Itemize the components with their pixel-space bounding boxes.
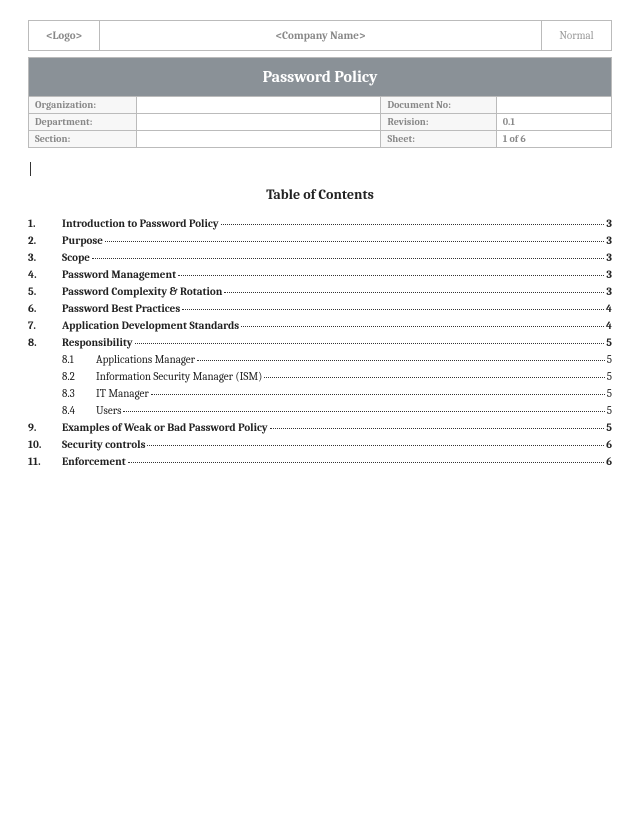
toc-leader (182, 309, 604, 310)
toc-number: 4. (28, 268, 62, 281)
toc-text: Security controls (62, 438, 145, 451)
toc-number: 8.4 (62, 404, 96, 417)
meta-row: Department: Revision:0.1 (29, 114, 612, 131)
toc-leader (270, 428, 605, 429)
toc-text: Application Development Standards (62, 319, 239, 332)
toc-entry: 9.Examples of Weak or Bad Password Polic… (28, 421, 612, 434)
meta-label: Revision: (381, 114, 496, 131)
toc-leader (221, 224, 605, 225)
toc-page: 3 (606, 285, 612, 298)
toc-leader (241, 326, 604, 327)
toc-leader (178, 275, 604, 276)
toc-text: Introduction to Password Policy (62, 217, 219, 230)
toc-subentry: 8.4Users 5 (28, 404, 612, 417)
meta-value (137, 97, 381, 114)
toc-entry: 6.Password Best Practices 4 (28, 302, 612, 315)
toc-page: 5 (607, 404, 612, 417)
toc-leader (197, 360, 605, 361)
meta-row: Section: Sheet:1 of 6 (29, 131, 612, 148)
toc-leader (123, 411, 604, 412)
toc-page: 6 (606, 438, 612, 451)
toc-page: 5 (606, 336, 612, 349)
toc-page: 4 (606, 319, 612, 332)
toc-page: 3 (606, 234, 612, 247)
toc-number: 1. (28, 217, 62, 230)
toc-number: 5. (28, 285, 62, 298)
meta-row: Organization: Document No: (29, 97, 612, 114)
toc-number: 3. (28, 251, 62, 264)
toc-entry: 1.Introduction to Password Policy 3 (28, 217, 612, 230)
toc-text: Password Best Practices (62, 302, 180, 315)
toc-leader (135, 343, 605, 344)
toc-entry: 2.Purpose 3 (28, 234, 612, 247)
toc-text: Users (96, 404, 121, 417)
toc-number: 8.1 (62, 353, 96, 366)
toc-text: Purpose (62, 234, 103, 247)
toc-leader (105, 241, 605, 242)
toc-text: Password Management (62, 268, 176, 281)
toc-entry: 4.Password Management 3 (28, 268, 612, 281)
text-cursor (30, 162, 31, 176)
toc-number: 11. (28, 455, 62, 468)
toc-subentry: 8.1Applications Manager 5 (28, 353, 612, 366)
toc-entry: 5.Password Complexity & Rotation 3 (28, 285, 612, 298)
doc-header: <Logo> <Company Name> Normal (28, 20, 612, 51)
toc-text: Information Security Manager (ISM) (96, 370, 262, 383)
meta-value (137, 131, 381, 148)
meta-value: 0.1 (496, 114, 611, 131)
toc-page: 4 (606, 302, 612, 315)
meta-label: Sheet: (381, 131, 496, 148)
toc-text: Enforcement (62, 455, 126, 468)
doc-meta-table: Organization: Document No: Department: Revi… (28, 96, 612, 148)
table-of-contents: 1.Introduction to Password Policy 32.Pur… (28, 217, 612, 468)
toc-leader (264, 377, 604, 378)
toc-text: Scope (62, 251, 90, 264)
meta-value (137, 114, 381, 131)
toc-page: 3 (606, 251, 612, 264)
toc-page: 5 (606, 421, 612, 434)
toc-subentry: 8.2Information Security Manager (ISM) 5 (28, 370, 612, 383)
toc-leader (147, 445, 604, 446)
toc-number: 6. (28, 302, 62, 315)
doc-title: Password Policy (28, 57, 612, 96)
toc-text: Password Complexity & Rotation (62, 285, 222, 298)
meta-label: Section: (29, 131, 137, 148)
toc-number: 7. (28, 319, 62, 332)
toc-page: 5 (607, 353, 612, 366)
toc-leader (224, 292, 604, 293)
doc-mode: Normal (541, 21, 611, 50)
toc-leader (128, 462, 604, 463)
toc-text: IT Manager (96, 387, 149, 400)
meta-label: Document No: (381, 97, 496, 114)
meta-value (496, 97, 611, 114)
toc-entry: 3.Scope 3 (28, 251, 612, 264)
toc-entry: 7.Application Development Standards 4 (28, 319, 612, 332)
toc-text: Responsibility (62, 336, 133, 349)
meta-value: 1 of 6 (496, 131, 611, 148)
toc-number: 10. (28, 438, 62, 451)
toc-leader (92, 258, 604, 259)
toc-entry: 11.Enforcement 6 (28, 455, 612, 468)
toc-leader (151, 394, 605, 395)
toc-number: 8.2 (62, 370, 96, 383)
toc-subentry: 8.3IT Manager 5 (28, 387, 612, 400)
company-name: <Company Name> (99, 21, 541, 50)
toc-number: 9. (28, 421, 62, 434)
toc-text: Applications Manager (96, 353, 195, 366)
toc-page: 3 (606, 268, 612, 281)
meta-label: Organization: (29, 97, 137, 114)
toc-number: 8.3 (62, 387, 96, 400)
toc-page: 5 (607, 370, 612, 383)
toc-text: Examples of Weak or Bad Password Policy (62, 421, 268, 434)
logo-placeholder: <Logo> (29, 21, 99, 50)
toc-entry: 8.Responsibility 5 (28, 336, 612, 349)
toc-number: 8. (28, 336, 62, 349)
toc-page: 3 (606, 217, 612, 230)
toc-number: 2. (28, 234, 62, 247)
toc-heading: Table of Contents (28, 186, 612, 203)
toc-entry: 10.Security controls 6 (28, 438, 612, 451)
meta-label: Department: (29, 114, 137, 131)
toc-page: 6 (606, 455, 612, 468)
toc-page: 5 (607, 387, 612, 400)
